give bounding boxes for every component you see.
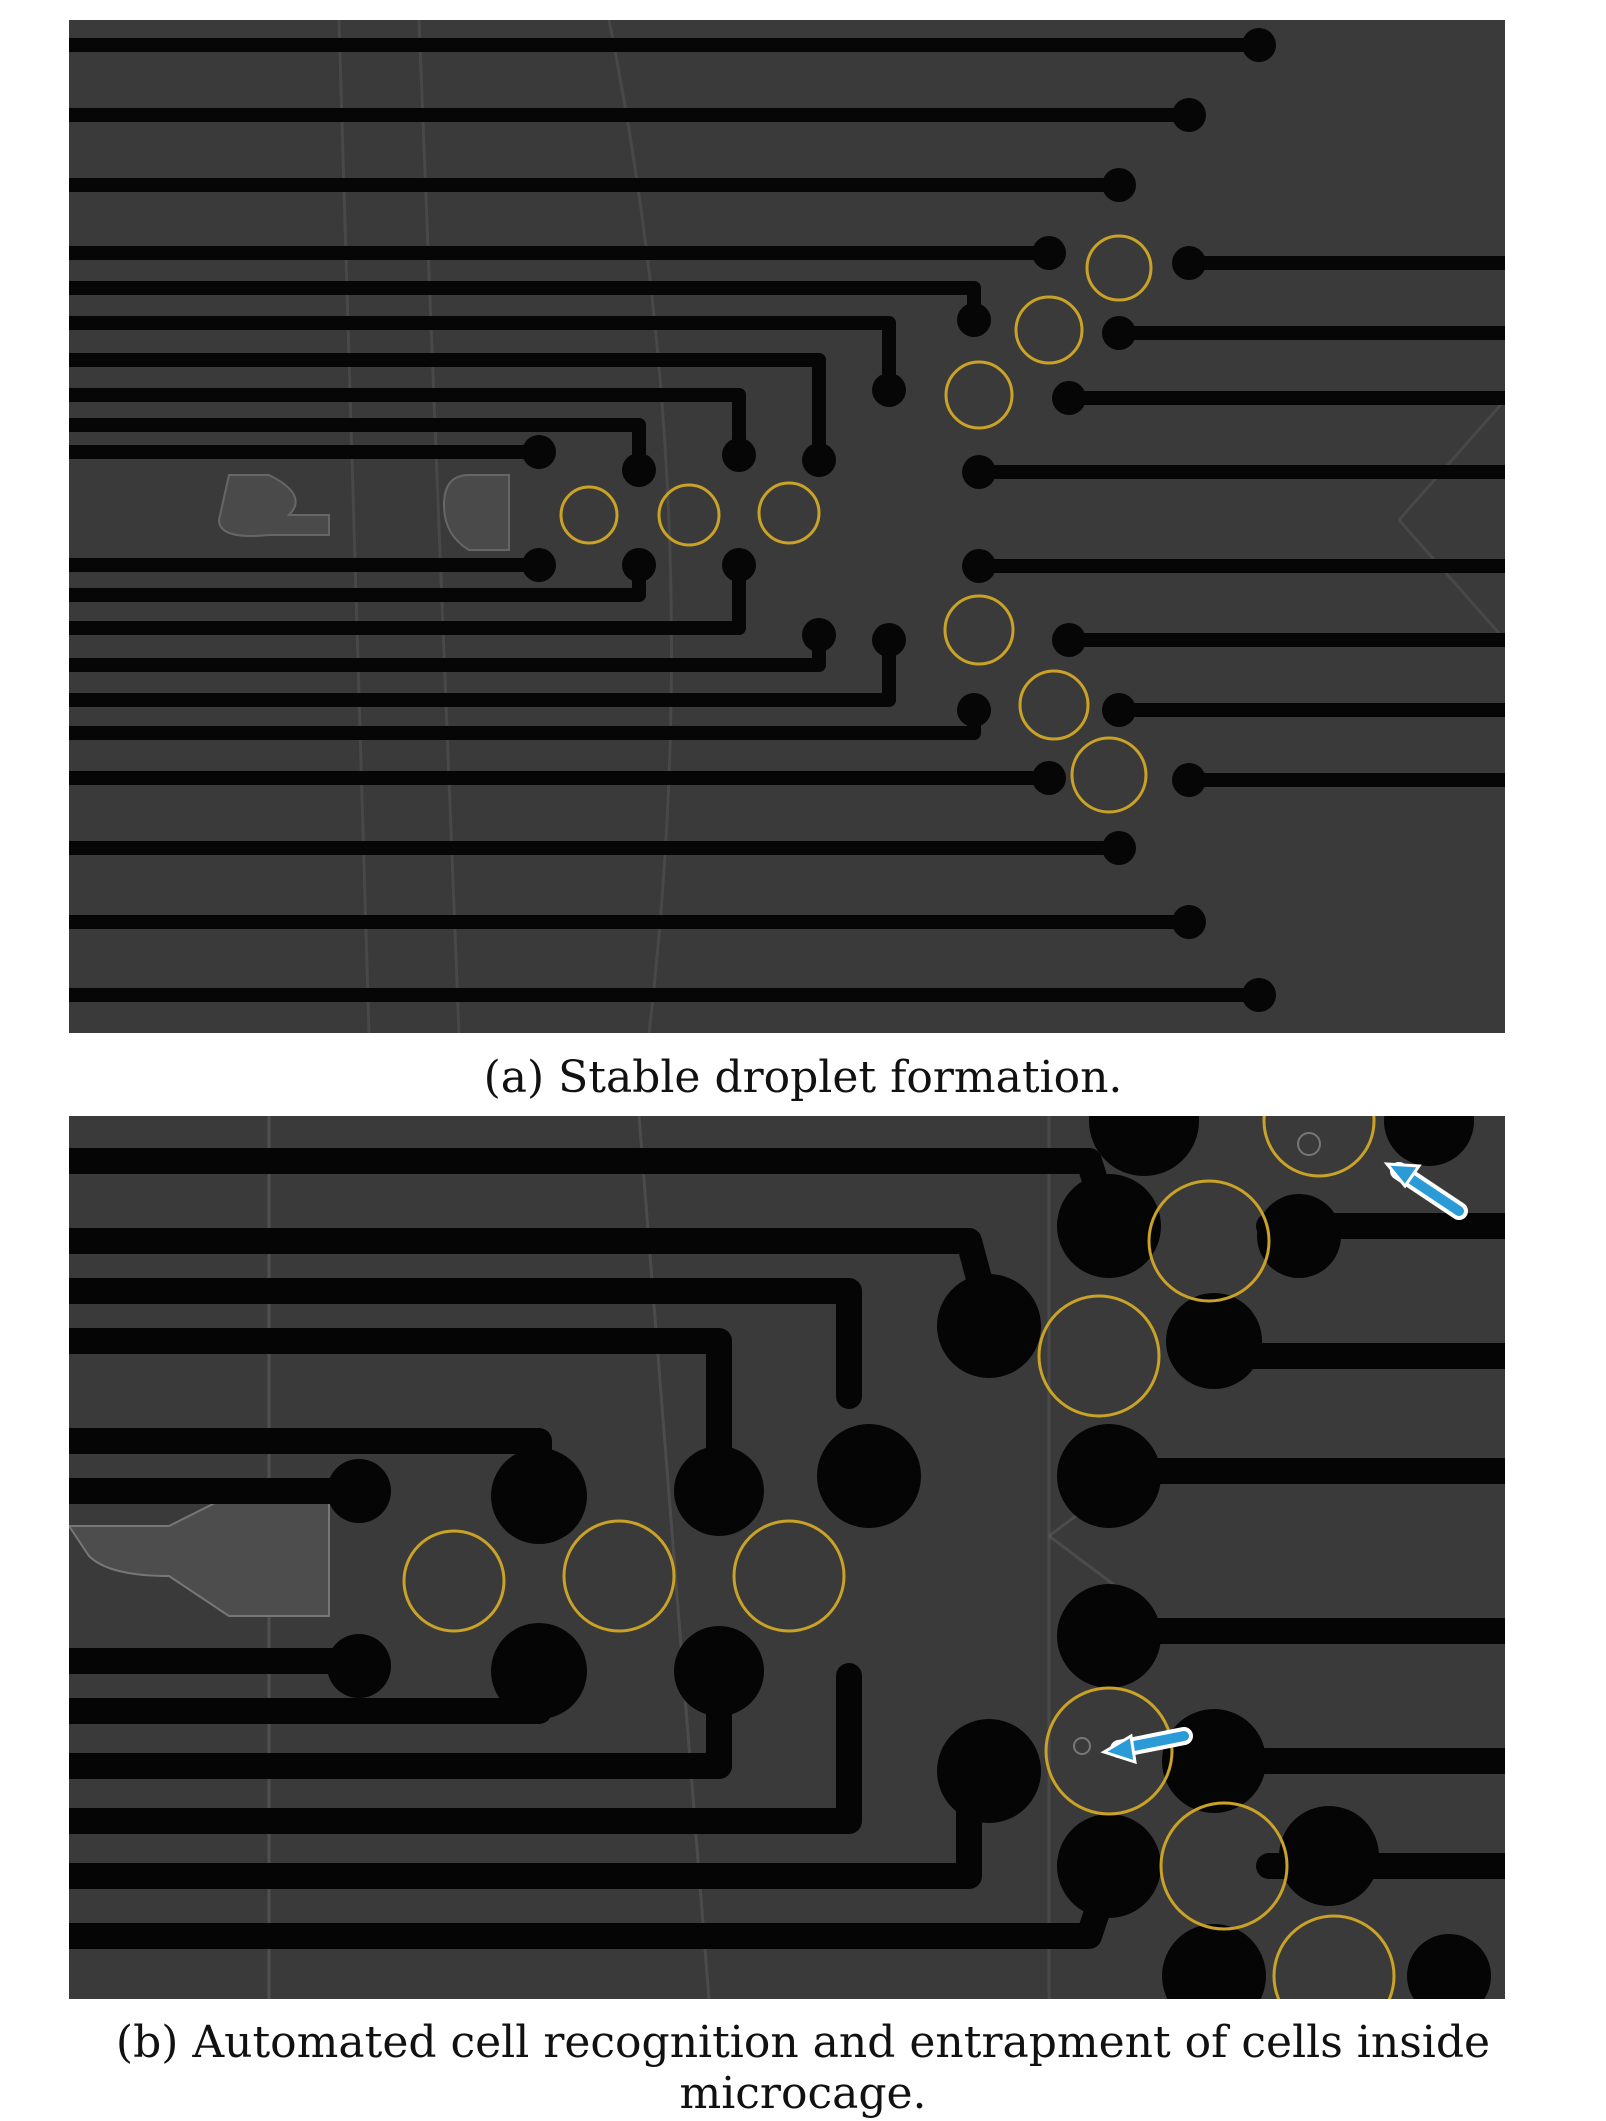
micrograph-stable-droplet — [69, 20, 1505, 1033]
electrode-pad — [1172, 905, 1206, 939]
electrode-trace — [69, 388, 746, 462]
droplet-outline — [562, 1519, 676, 1633]
electrode-pad — [1172, 98, 1206, 132]
electrode-pad — [1102, 168, 1136, 202]
electrode-trace — [69, 353, 826, 467]
droplet-outline — [1037, 1294, 1161, 1418]
droplet-outline — [559, 485, 619, 545]
electrode-pad — [1257, 1194, 1341, 1278]
electrode-pad — [1242, 28, 1276, 62]
electrode-pad — [802, 443, 836, 477]
electrode-pad — [1102, 693, 1136, 727]
electrode-pad — [962, 455, 996, 489]
electrode-pad — [674, 1626, 764, 1716]
electrode-pad — [1162, 1924, 1266, 1999]
electrode-trace — [69, 573, 746, 635]
electrode-pad — [817, 1424, 921, 1528]
droplet-outline — [1085, 234, 1153, 302]
electrode-pad — [1057, 1814, 1161, 1918]
electrode-pad — [1166, 1293, 1262, 1389]
electrode-pad — [1089, 1116, 1199, 1176]
electrode-pad — [1102, 831, 1136, 865]
electrode-pad — [1242, 978, 1276, 1012]
electrode-pad — [722, 548, 756, 582]
electrode-pad — [722, 438, 756, 472]
droplet-outline — [732, 1519, 846, 1633]
electrode-trace — [69, 1278, 862, 1409]
droplet-outline — [1159, 1801, 1289, 1931]
electrode-pad — [1407, 1934, 1491, 1999]
electrode-pad — [1172, 246, 1206, 280]
electrode-pad — [1032, 761, 1066, 795]
electrode-pad — [872, 373, 906, 407]
electrode-pad — [957, 693, 991, 727]
electrode-pad — [1057, 1174, 1161, 1278]
droplet-outline — [943, 594, 1015, 666]
droplet-outline — [1262, 1116, 1376, 1178]
micrograph-a-canvas — [69, 20, 1505, 1033]
arrow-icon — [1383, 1162, 1468, 1220]
electrode-trace — [69, 1328, 732, 1499]
droplet-outline — [944, 360, 1014, 430]
electrode-pad — [491, 1448, 587, 1544]
electrode-pad — [1172, 763, 1206, 797]
electrode-pad — [937, 1719, 1041, 1823]
electrode-pad — [1057, 1424, 1161, 1528]
droplet-outline — [1018, 669, 1090, 741]
electrode-pad — [674, 1446, 764, 1536]
electrode-pad — [802, 618, 836, 652]
droplet-outline — [757, 481, 821, 545]
electrode-pad — [1102, 316, 1136, 350]
electrode-pad — [327, 1459, 391, 1523]
arrow-icon — [1100, 1727, 1193, 1765]
electrode-pad — [522, 435, 556, 469]
electrode-pad — [1384, 1116, 1474, 1166]
electrode-trace — [69, 316, 896, 397]
droplet-outline — [1147, 1179, 1271, 1303]
droplet-outline — [1070, 736, 1148, 814]
electrode-pad — [1032, 236, 1066, 270]
electrode-pad — [327, 1634, 391, 1698]
electrode-pad — [1057, 1584, 1161, 1688]
electrode-pad — [937, 1274, 1041, 1378]
electrode-pad — [872, 623, 906, 657]
electrode-pad — [622, 453, 656, 487]
electrode-pad — [622, 548, 656, 582]
micrograph-b-canvas — [69, 1116, 1505, 1999]
caption-a: (a) Stable droplet formation. — [483, 1052, 1123, 1103]
electrode-pad — [491, 1623, 587, 1719]
caption-b: (b) Automated cell recognition and entra… — [115, 2017, 1491, 2119]
electrode-pad — [957, 303, 991, 337]
electrode-pad — [1052, 381, 1086, 415]
droplet-outline — [657, 483, 721, 547]
electrode-trace — [69, 1663, 862, 1834]
droplet-outline — [1014, 295, 1084, 365]
droplet-outline — [402, 1529, 506, 1633]
micrograph-cell-entrapment — [69, 1116, 1505, 1999]
electrode-pad — [1052, 623, 1086, 657]
electrode-pad — [962, 549, 996, 583]
droplet-outline — [1044, 1686, 1174, 1816]
electrode-trace — [69, 633, 896, 707]
electrode-pad — [1162, 1709, 1266, 1813]
electrode-pad — [522, 548, 556, 582]
droplet-outline — [1272, 1914, 1396, 1999]
electrode-pad — [1279, 1806, 1379, 1906]
